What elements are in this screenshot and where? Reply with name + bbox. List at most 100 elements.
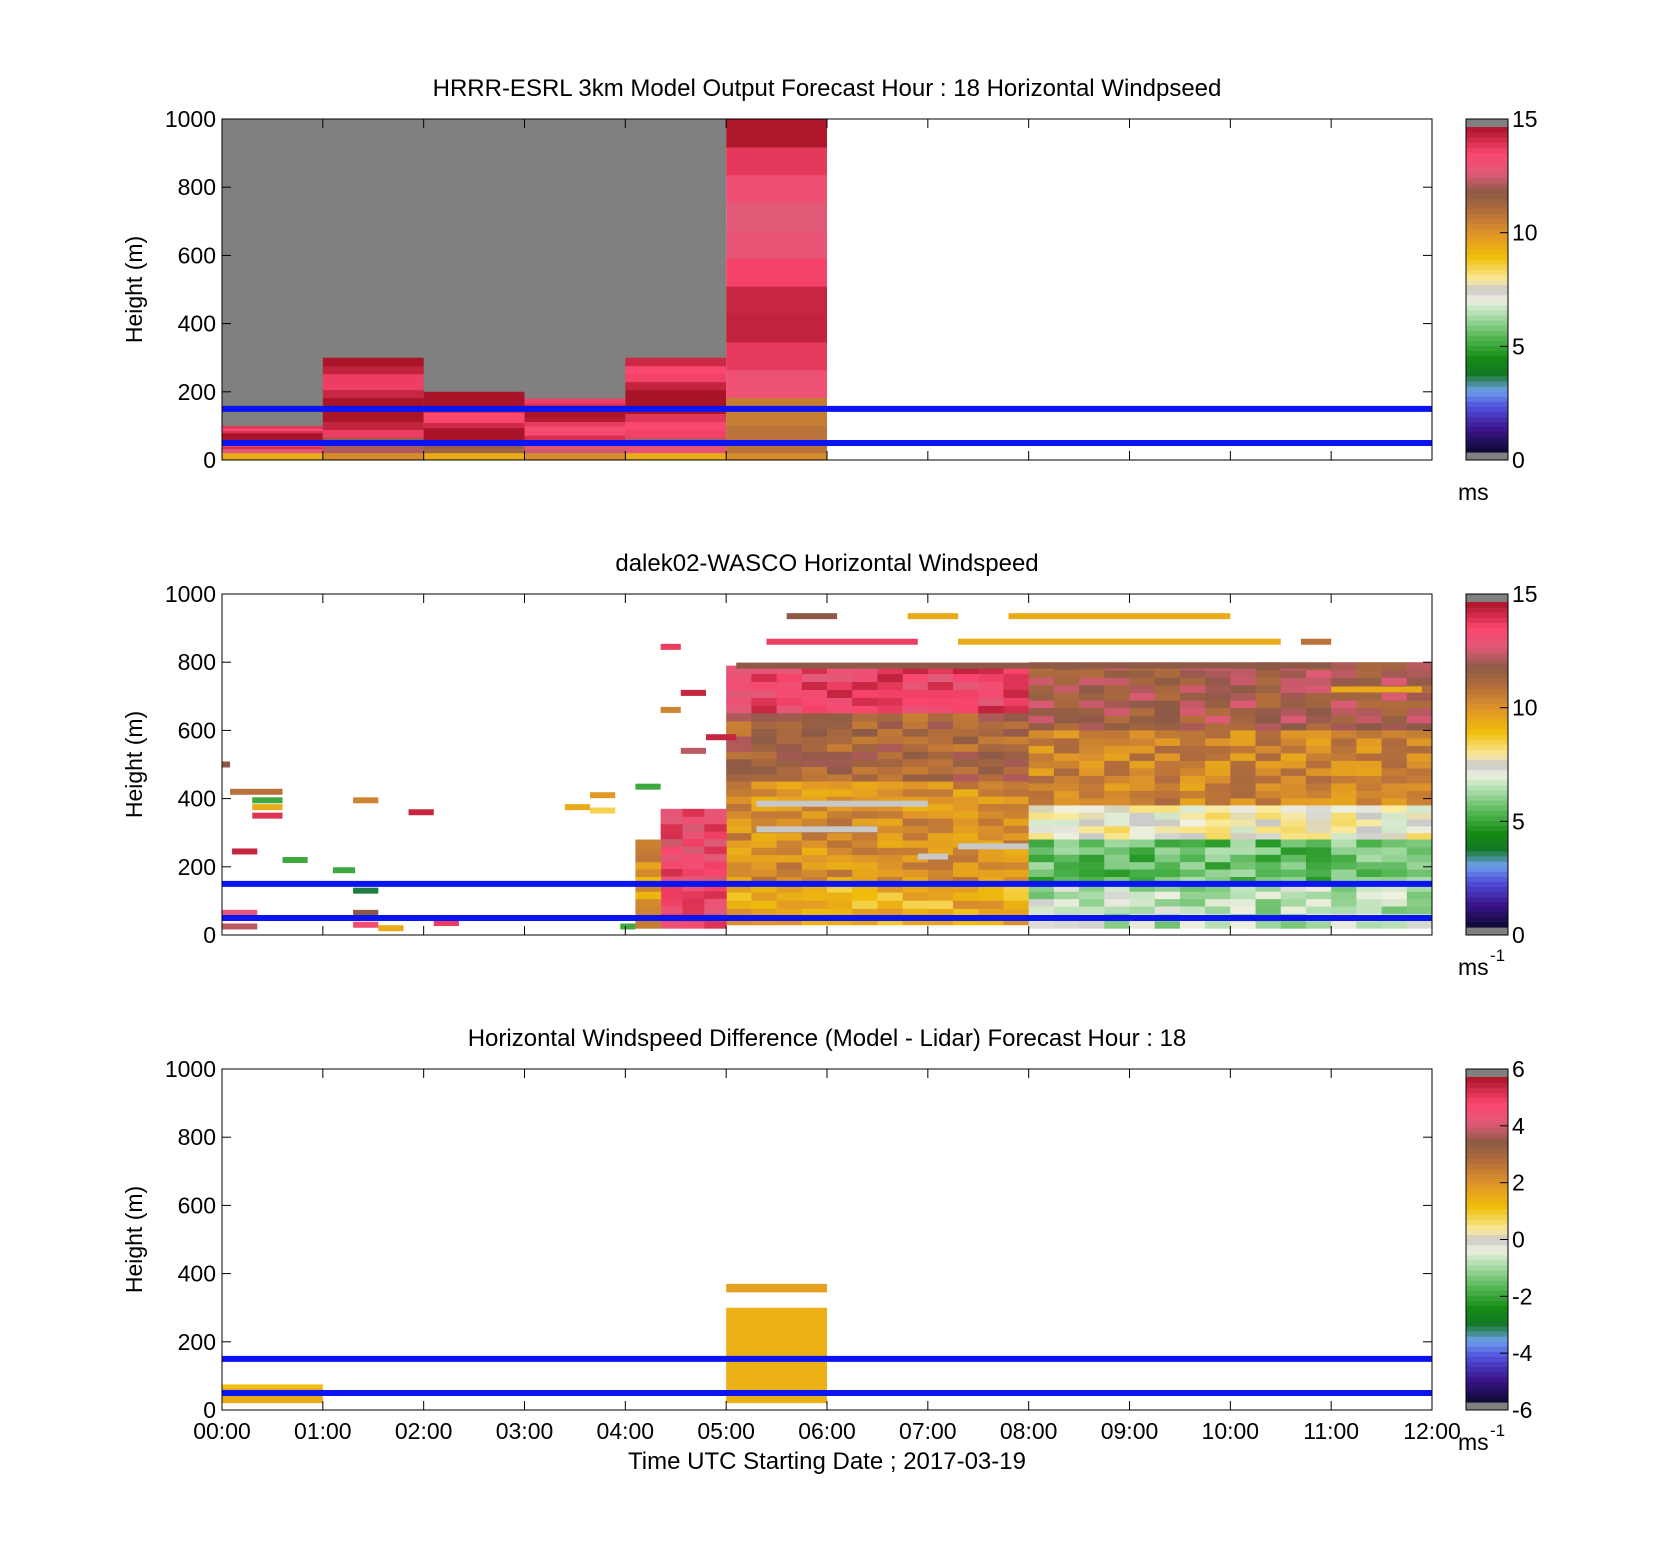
lidar-cell <box>1356 745 1383 754</box>
lidar-cell <box>1003 900 1030 909</box>
lidar-cell <box>1179 745 1206 754</box>
lidar-cell <box>877 869 904 878</box>
lidar-cell <box>1331 819 1357 827</box>
lidar-cell <box>801 796 828 804</box>
lidar-cell <box>776 673 803 683</box>
lidar-cell <box>1255 730 1282 739</box>
lidar-cell <box>1003 681 1030 690</box>
lidar-cell <box>1129 832 1156 841</box>
lidar-cell <box>1255 760 1282 769</box>
lidar-cell <box>635 869 662 877</box>
lidar-cell <box>1381 745 1408 754</box>
lidar-cell <box>827 788 853 797</box>
lidar-cell <box>682 883 705 892</box>
lidar-cell <box>827 832 853 841</box>
lidar-cell <box>1104 920 1130 929</box>
lidar-cell <box>1381 906 1408 914</box>
model-cell <box>726 174 827 204</box>
x-tick-label: 02:00 <box>395 1418 453 1444</box>
lidar-cell <box>1356 782 1383 791</box>
lidar-cell <box>1028 684 1055 694</box>
lidar-cell <box>1104 677 1130 686</box>
lidar-cell <box>852 665 878 675</box>
lidar-cell <box>1356 707 1383 716</box>
lidar-segment <box>378 925 404 932</box>
lidar-cell <box>1331 775 1357 784</box>
x-tick-label: 07:00 <box>899 1418 957 1444</box>
model-cell <box>726 258 827 287</box>
lidar-cell <box>1205 854 1231 863</box>
lidar-cell <box>751 892 778 901</box>
lidar-cell <box>1280 782 1307 791</box>
lidar-segment <box>232 848 258 855</box>
colorbar-swatch <box>1466 916 1508 923</box>
lidar-cell <box>1079 805 1105 813</box>
lidar-cell <box>1205 752 1231 761</box>
model-cell <box>222 432 323 436</box>
lidar-cell <box>1154 869 1181 877</box>
lidar-cell <box>1104 869 1130 877</box>
lidar-cell <box>1205 869 1231 877</box>
lidar-cell <box>827 781 853 790</box>
y-tick-label: 400 <box>178 311 216 337</box>
lidar-cell <box>1280 692 1307 701</box>
colorbar-swatch <box>1466 845 1508 852</box>
lidar-cell <box>1381 700 1408 709</box>
lidar-cell <box>852 803 878 812</box>
lidar-cell <box>1406 906 1433 914</box>
lidar-cell <box>1230 846 1257 855</box>
lidar-cell <box>852 908 878 918</box>
lidar-cell <box>1406 891 1433 900</box>
lidar-cell <box>852 861 878 870</box>
lidar-cell <box>1255 797 1282 806</box>
colorbar-swatch <box>1466 446 1508 453</box>
lidar-cell <box>953 796 979 804</box>
lidar-cell <box>1154 782 1181 791</box>
lidar-cell <box>751 705 778 714</box>
lidar-cell <box>877 665 904 675</box>
lidar-cell <box>1406 805 1433 813</box>
lidar-cell <box>827 892 853 901</box>
colorbar-cap <box>1466 1069 1508 1077</box>
lidar-segment <box>958 843 1029 850</box>
lidar-cell <box>827 758 853 767</box>
lidar-cell <box>751 751 778 760</box>
lidar-cell <box>902 861 929 870</box>
lidar-cell <box>877 832 904 841</box>
lidar-cell <box>1053 782 1080 791</box>
lidar-cell <box>751 781 778 790</box>
lidar-cell <box>726 689 752 698</box>
lidar-cell <box>1230 790 1257 799</box>
lidar-cell <box>978 758 1004 767</box>
colorbar-swatch <box>1466 1203 1508 1210</box>
lidar-segment <box>222 923 258 930</box>
lidar-cell <box>1331 906 1357 914</box>
lidar-cell <box>953 818 979 826</box>
lidar-cell <box>1104 891 1130 900</box>
lidar-cell <box>1356 920 1383 929</box>
colorbar-swatch <box>1466 223 1508 230</box>
lidar-cell <box>682 823 705 832</box>
lidar-cell <box>1179 891 1206 900</box>
lidar-cell <box>635 920 662 929</box>
lidar-segment <box>680 747 706 754</box>
lidar-cell <box>1205 819 1231 827</box>
lidar-cell <box>927 758 954 767</box>
lidar-cell <box>1129 891 1156 900</box>
model-surface-cell <box>625 453 727 460</box>
colorbar-swatch <box>1466 886 1508 893</box>
lidar-cell <box>751 810 778 819</box>
lidar-cell <box>704 816 727 825</box>
panel-2: dalek02-WASCO Horizontal Windspeed 0 200 40… <box>121 550 1538 980</box>
lidar-cell <box>635 891 662 900</box>
lidar-cell <box>660 816 683 825</box>
model-cell <box>423 427 525 434</box>
lidar-cell <box>877 810 904 819</box>
lidar-segment <box>353 909 379 916</box>
lidar-cell <box>978 705 1004 714</box>
lidar-cell <box>1280 737 1307 746</box>
lidar-cell <box>902 900 929 909</box>
lidar-cell <box>1255 920 1282 929</box>
lidar-cell <box>1028 782 1055 791</box>
lidar-cell <box>682 846 705 855</box>
